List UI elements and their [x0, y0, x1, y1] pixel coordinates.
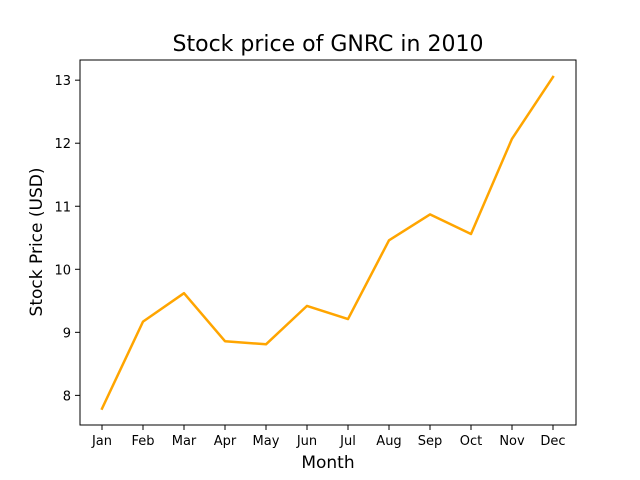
x-tick-label: Aug [376, 434, 401, 449]
x-tick-label: Mar [172, 434, 197, 449]
y-tick-label: 13 [54, 74, 71, 89]
x-tick-label: May [253, 434, 280, 449]
y-tick-label: 12 [54, 137, 71, 152]
x-tick-label: Jan [91, 434, 112, 449]
x-axis-title: Month [301, 453, 354, 473]
y-axis-title: Stock Price (USD) [27, 168, 47, 317]
series-line [100, 75, 555, 411]
x-tick-label: Feb [131, 434, 154, 449]
x-tick-label: Jun [296, 434, 317, 449]
x-tick-label: Oct [460, 434, 482, 449]
x-tick-label: Apr [214, 434, 237, 449]
x-tick-label: Jul [339, 434, 356, 449]
y-tick-label: 8 [63, 389, 71, 404]
chart-title: Stock price of GNRC in 2010 [173, 32, 484, 57]
plot-frame [79, 59, 577, 426]
y-tick-label: 10 [54, 263, 71, 278]
x-tick-label: Dec [540, 434, 565, 449]
y-tick-label: 11 [54, 200, 71, 215]
x-tick-label: Nov [499, 434, 525, 449]
y-tick-label: 9 [63, 326, 71, 341]
x-tick-label: Sep [418, 434, 443, 449]
plot-area: Jan Feb Mar Apr May Jun Jul Aug Sep Oct Nov Dec 8 9 10… [54, 59, 577, 449]
